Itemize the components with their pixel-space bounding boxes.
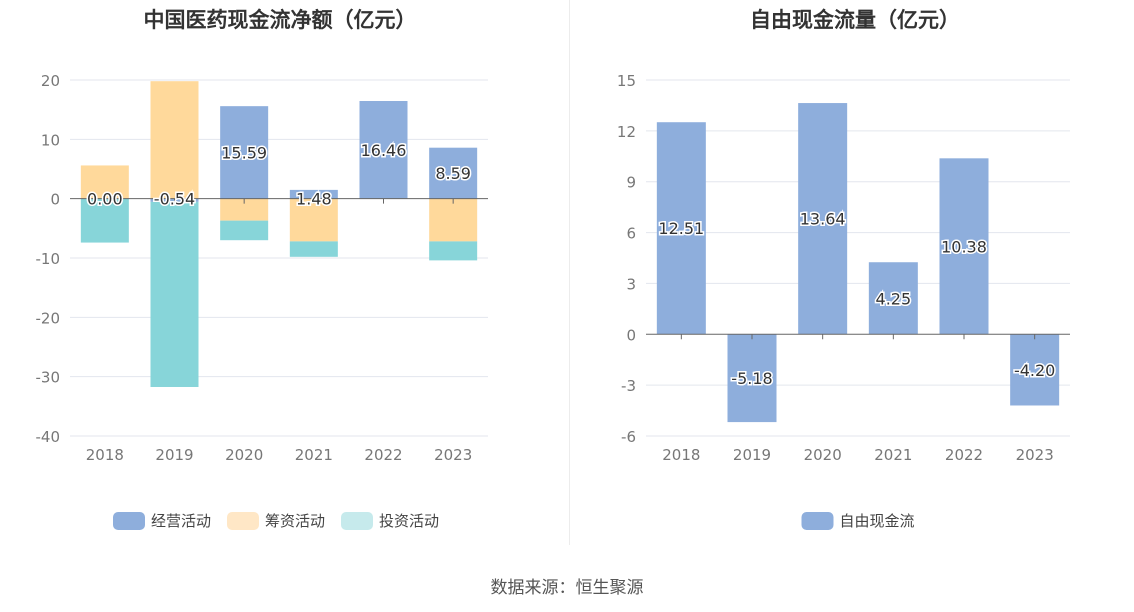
data-label: 4.25: [876, 289, 912, 308]
y-tick-label: 10: [41, 131, 60, 149]
data-label: 10.38: [941, 237, 987, 256]
y-tick-label: 0: [626, 326, 636, 344]
x-tick-label: 2018: [86, 446, 124, 464]
data-label: 12.51: [658, 219, 704, 238]
legend-label: 投资活动: [379, 512, 439, 530]
y-tick-label: 9: [626, 174, 636, 192]
bar-2022-series-0: [359, 101, 408, 199]
y-tick-label: 0: [50, 191, 60, 209]
bar-2020-series-0: [220, 106, 269, 199]
bar-2021-series-2: [289, 241, 338, 257]
y-tick-label: 3: [626, 275, 636, 293]
chart-divider: [569, 0, 570, 545]
x-tick-label: 2023: [1016, 446, 1054, 464]
y-tick-label: 20: [41, 72, 60, 90]
x-tick-label: 2018: [662, 446, 700, 464]
data-label: 8.59: [435, 164, 471, 183]
bar-2021-series-0: [868, 262, 918, 335]
bar-2023-series-0: [1010, 334, 1060, 406]
bar-2020-series-2: [220, 220, 269, 241]
x-tick-label: 2022: [945, 446, 983, 464]
x-tick-label: 2023: [434, 446, 472, 464]
bar-2023-series-0: [429, 147, 478, 199]
y-tick-label: -20: [36, 309, 61, 327]
bar-2018-series-0: [656, 122, 706, 335]
y-tick-label: -30: [36, 369, 61, 387]
x-tick-label: 2020: [225, 446, 263, 464]
y-tick-label: -40: [36, 428, 61, 446]
legend-swatch: [801, 512, 834, 530]
data-label: 13.64: [800, 210, 846, 229]
y-tick-label: 6: [626, 225, 636, 243]
x-tick-label: 2019: [155, 446, 193, 464]
right-chart-title: 自由现金流量（亿元）: [750, 8, 960, 32]
bar-2019-series-0: [727, 334, 777, 423]
x-tick-label: 2019: [733, 446, 771, 464]
x-tick-label: 2021: [874, 446, 912, 464]
bar-2018-series-2: [80, 198, 129, 243]
legend-label: 经营活动: [151, 512, 211, 530]
x-tick-label: 2022: [364, 446, 402, 464]
bar-2019-series-1: [150, 81, 199, 199]
bar-2018-series-1: [80, 165, 129, 199]
y-tick-label: 15: [617, 72, 636, 90]
bar-2023-series-1: [429, 198, 478, 242]
data-label: -0.54: [154, 190, 195, 209]
bar-2021-series-0: [289, 189, 338, 199]
legend-swatch: [227, 512, 259, 530]
data-label: -5.18: [731, 369, 772, 388]
bar-2021-series-1: [289, 198, 338, 242]
data-label: -4.20: [1014, 361, 1055, 380]
y-tick-label: -10: [36, 250, 61, 268]
bar-2020-series-0: [798, 103, 848, 335]
legend-swatch: [113, 512, 145, 530]
y-tick-label: -6: [621, 428, 636, 446]
bar-2019-series-2: [150, 201, 199, 387]
data-label: 0.00: [87, 190, 123, 209]
data-label: 15.59: [221, 143, 267, 162]
x-tick-label: 2020: [804, 446, 842, 464]
data-label: 1.48: [296, 190, 332, 209]
bar-2022-series-0: [939, 158, 989, 335]
legend-label: 筹资活动: [265, 512, 325, 530]
legend-swatch: [341, 512, 373, 530]
bar-2020-series-1: [220, 198, 269, 221]
bar-2023-series-2: [429, 241, 478, 261]
y-tick-label: 12: [617, 123, 636, 141]
y-tick-label: -3: [621, 377, 636, 395]
x-tick-label: 2021: [295, 446, 333, 464]
data-source: 数据来源：恒生聚源: [490, 578, 644, 598]
data-label: 16.46: [361, 141, 407, 160]
left-chart-title: 中国医药现金流净额（亿元）: [143, 8, 417, 32]
legend-label: 自由现金流: [840, 512, 915, 530]
